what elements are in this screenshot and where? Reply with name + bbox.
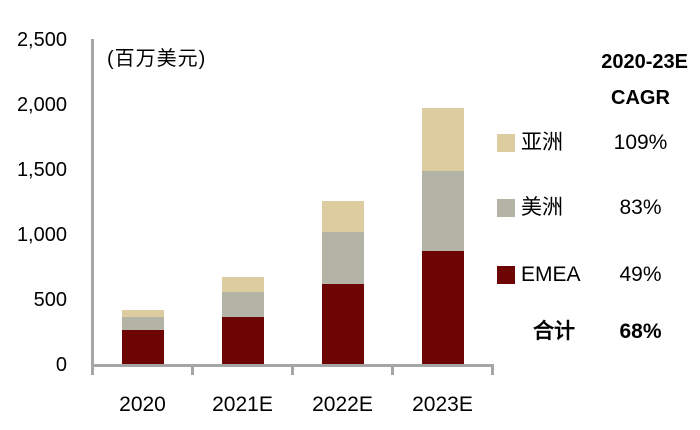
unit-label: (百万美元) <box>107 48 207 70</box>
y-tick-label-500: 500 <box>33 288 67 311</box>
bar-segment-2023e-americas <box>421 170 464 251</box>
legend-label-asia: 亚洲 <box>521 131 563 154</box>
bar-segment-2020-asia <box>121 309 164 318</box>
bar-segment-2022e-americas <box>321 231 364 284</box>
x-axis-tick <box>491 364 494 375</box>
y-tick-label-1500: 1,500 <box>16 158 67 181</box>
cagr-value-asia: 109% <box>613 131 668 154</box>
bar-segment-2021e-emea <box>221 317 264 364</box>
x-axis-tick <box>191 364 194 375</box>
legend-swatch-americas <box>497 198 515 217</box>
cagr-header-label: CAGR <box>611 87 670 109</box>
cagr-value-emea: 49% <box>619 262 662 286</box>
y-tick-label-2500: 2,500 <box>16 28 67 51</box>
bar-segment-2021e-americas <box>221 292 264 318</box>
y-tick-label-2000: 2,000 <box>16 93 67 116</box>
x-axis-tick <box>391 364 394 375</box>
x-axis-label-2022e: 2022E <box>312 393 373 416</box>
cagr-value-americas: 83% <box>619 195 662 219</box>
bar-segment-2020-emea <box>121 330 164 364</box>
legend-swatch-asia <box>497 134 515 152</box>
y-tick-label-1000: 1,000 <box>16 223 67 246</box>
x-axis-label-2020: 2020 <box>119 393 166 416</box>
x-axis-tick <box>291 364 294 375</box>
y-axis-line <box>91 39 94 364</box>
bar-segment-2021e-asia <box>221 277 264 293</box>
legend-label-emea: EMEA <box>521 262 581 286</box>
legend-total-value: 68% <box>619 319 662 343</box>
x-axis-tick <box>91 364 94 375</box>
legend-label-americas: 美洲 <box>521 195 563 219</box>
x-axis-label-2021e: 2021E <box>212 393 273 416</box>
legend-swatch-emea <box>497 265 515 284</box>
bar-segment-2022e-asia <box>321 201 364 232</box>
cagr-header-period: 2020-23E <box>601 51 688 73</box>
bar-segment-2023e-emea <box>421 250 464 364</box>
x-axis-label-2023e: 2023E <box>412 393 473 416</box>
bar-segment-2023e-asia <box>421 108 464 171</box>
y-tick-label-0: 0 <box>55 354 67 376</box>
bar-segment-2022e-emea <box>321 283 364 364</box>
legend-total-label: 合计 <box>533 319 575 343</box>
bar-segment-2020-americas <box>121 317 164 331</box>
